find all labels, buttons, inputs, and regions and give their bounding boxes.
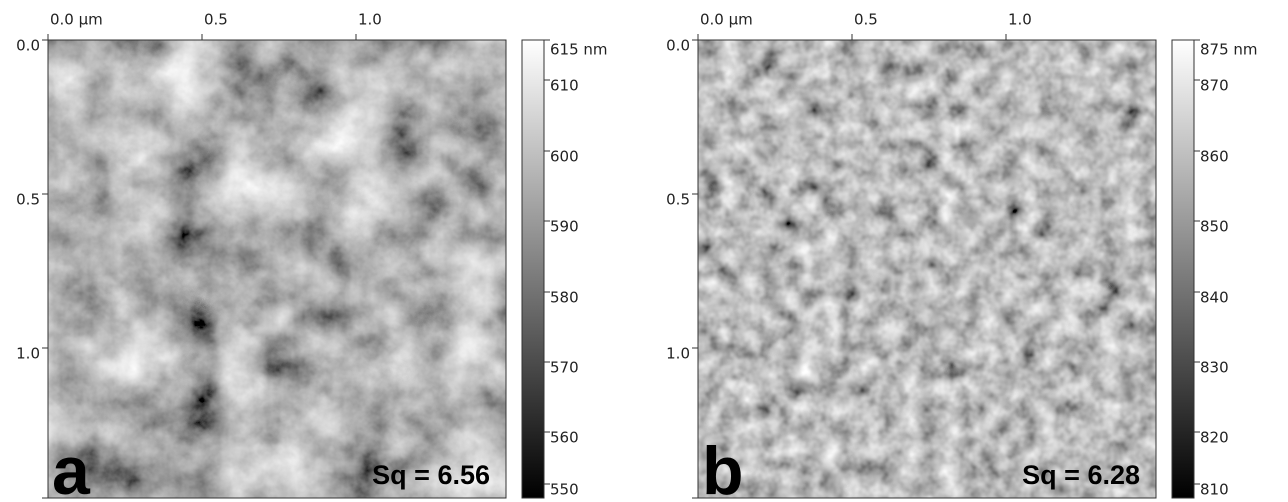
- colorbar-label: 560: [550, 429, 579, 447]
- image-frame: [697, 39, 1157, 499]
- colorbar-label: 870: [1200, 77, 1229, 95]
- colorbar: [521, 39, 545, 499]
- x-tick-label: 0.5: [854, 11, 878, 29]
- y-tick-label: 1.0: [16, 345, 40, 363]
- x-tick-label: 1.0: [358, 11, 382, 29]
- x-tick-label: 0.5: [204, 11, 228, 29]
- afm-image: [698, 40, 1156, 498]
- afm-image: [48, 40, 506, 498]
- x-tick-label: 0.0 µm: [50, 11, 103, 29]
- afm-panel: 0.0 µm 0.5 1.0 0.0 0.5 1.0 615 nm 610 600 590 580 5…: [16, 11, 607, 502]
- colorbar-label: 615 nm: [550, 41, 608, 59]
- colorbar-label: 820: [1200, 429, 1229, 447]
- roughness-label: Sq = 6.28: [1022, 460, 1140, 490]
- colorbar-label: 830: [1200, 359, 1229, 377]
- afm-panel: 0.0 µm 0.5 1.0 0.0 0.5 1.0 875 nm 870 860 850 840 8…: [666, 11, 1257, 502]
- colorbar-label: 850: [1200, 218, 1229, 236]
- colorbar-label: 580: [550, 289, 579, 307]
- panel-letter: b: [702, 433, 744, 502]
- colorbar-label: 600: [550, 148, 579, 166]
- panel-letter: a: [52, 433, 91, 502]
- roughness-label: Sq = 6.56: [372, 460, 490, 490]
- colorbar-label: 550: [550, 481, 579, 499]
- colorbar-label: 590: [550, 218, 579, 236]
- y-tick-label: 0.5: [666, 191, 690, 209]
- colorbar-label: 570: [550, 359, 579, 377]
- y-tick-label: 0.0: [666, 37, 690, 55]
- x-tick-label: 0.0 µm: [700, 11, 753, 29]
- colorbar: [1171, 39, 1195, 499]
- colorbar-label: 860: [1200, 148, 1229, 166]
- colorbar-label: 810: [1200, 481, 1229, 499]
- colorbar-label: 875 nm: [1200, 41, 1258, 59]
- y-tick-label: 0.5: [16, 191, 40, 209]
- colorbar-label: 610: [550, 77, 579, 95]
- y-tick-label: 1.0: [666, 345, 690, 363]
- x-tick-label: 1.0: [1008, 11, 1032, 29]
- colorbar-label: 840: [1200, 289, 1229, 307]
- y-tick-label: 0.0: [16, 37, 40, 55]
- image-frame: [47, 39, 507, 499]
